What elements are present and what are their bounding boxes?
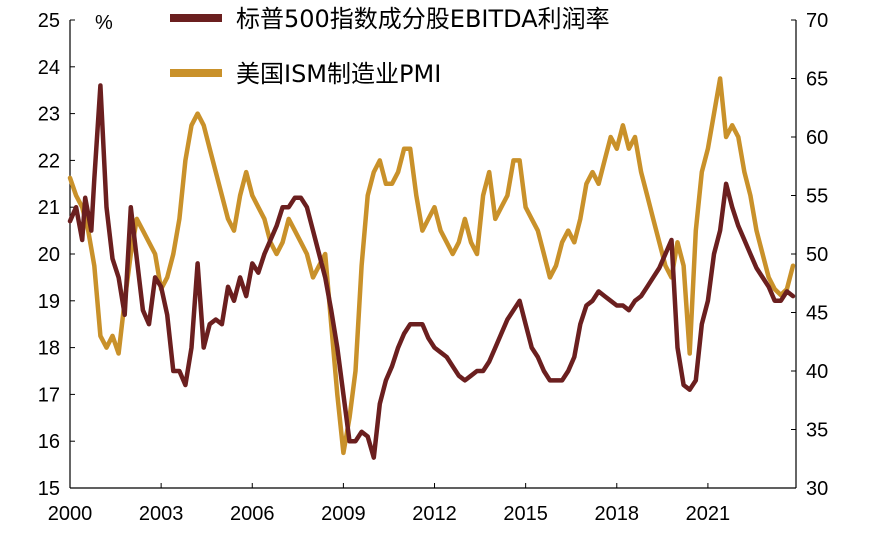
left-tick-label: 20 bbox=[38, 244, 60, 266]
x-tick-label: 2018 bbox=[595, 503, 640, 525]
left-tick-label: 15 bbox=[38, 478, 60, 500]
x-tick-label: 2003 bbox=[139, 503, 184, 525]
series-layer bbox=[67, 76, 796, 460]
x-tick-label: 2012 bbox=[412, 503, 457, 525]
right-tick-label: 50 bbox=[806, 244, 828, 266]
left-tick-label: 18 bbox=[38, 338, 60, 360]
ebitda-margin-series-line bbox=[67, 83, 796, 460]
right-tick-label: 35 bbox=[806, 420, 828, 442]
right-tick-label: 70 bbox=[806, 10, 828, 32]
right-tick-label: 40 bbox=[806, 361, 828, 383]
x-axis-ticks: 2000 2003 2006 2009 2012 2015 2018 2021 bbox=[48, 483, 730, 525]
right-tick-label: 45 bbox=[806, 303, 828, 325]
left-tick-label: 16 bbox=[38, 431, 60, 453]
left-tick-label: 22 bbox=[38, 150, 60, 172]
legend-label-ebitda: 标普500指数成分股EBITDA利润率 bbox=[236, 5, 610, 33]
legend-label-pmi: 美国ISM制造业PMI bbox=[236, 60, 441, 88]
legend-item-ebitda: 标普500指数成分股EBITDA利润率 bbox=[170, 5, 610, 33]
right-tick-label: 30 bbox=[806, 478, 828, 500]
x-tick-label: 2009 bbox=[321, 503, 366, 525]
right-tick-label: 55 bbox=[806, 186, 828, 208]
x-tick-label: 2015 bbox=[503, 503, 548, 525]
left-tick-label: 17 bbox=[38, 384, 60, 406]
x-tick-label: 2000 bbox=[48, 503, 93, 525]
left-axis-unit-label: % bbox=[95, 12, 113, 34]
ism-pmi-series-line bbox=[67, 76, 796, 456]
x-tick-label: 2021 bbox=[686, 503, 731, 525]
left-axis-ticks: 15 16 17 18 19 20 21 22 23 24 25 bbox=[38, 10, 75, 500]
left-tick-label: 23 bbox=[38, 104, 60, 126]
right-tick-label: 60 bbox=[806, 127, 828, 149]
legend-item-pmi: 美国ISM制造业PMI bbox=[170, 60, 441, 88]
left-tick-label: 21 bbox=[38, 197, 60, 219]
legend: 标普500指数成分股EBITDA利润率 美国ISM制造业PMI bbox=[170, 5, 610, 88]
left-tick-label: 25 bbox=[38, 10, 60, 32]
left-tick-label: 19 bbox=[38, 291, 60, 313]
left-tick-label: 24 bbox=[38, 57, 60, 79]
right-tick-label: 65 bbox=[806, 69, 828, 91]
x-tick-label: 2006 bbox=[230, 503, 275, 525]
right-axis-ticks: 30 35 40 45 50 55 60 65 70 bbox=[791, 10, 828, 500]
